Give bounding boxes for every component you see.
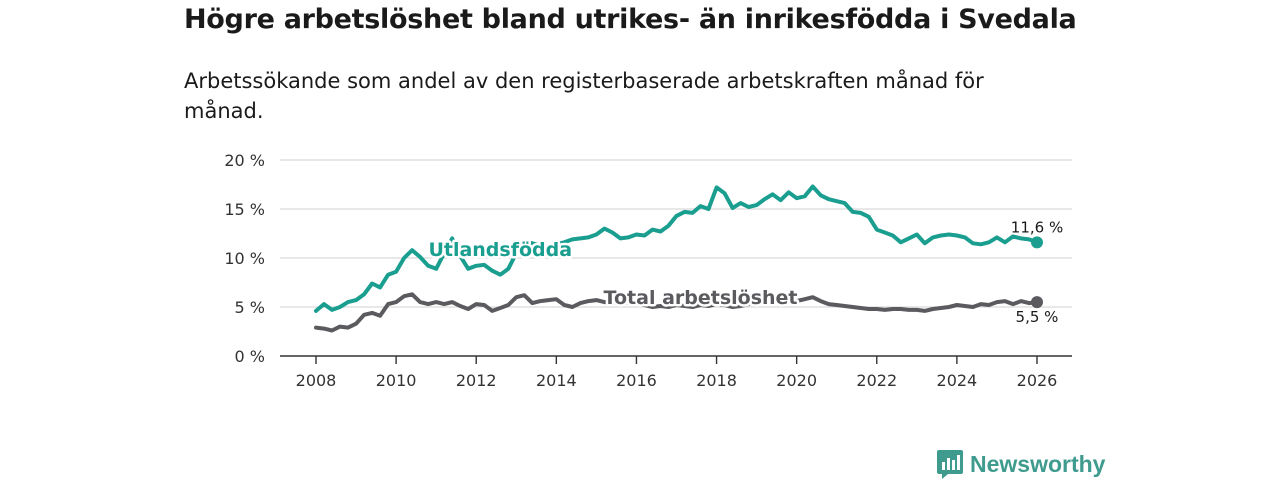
series-end-label-total-arbetsl-shet: 5,5 % (1016, 308, 1059, 326)
x-tick-label: 2024 (937, 371, 978, 390)
x-tick-label: 2016 (616, 371, 657, 390)
series-line-total-arbetsl-shet (314, 292, 1039, 333)
series-labels: Utlandsfödda 11,6 % Total arbetslöshet 5,5 … (426, 216, 1065, 328)
brand-name: Newsworthy (970, 450, 1106, 477)
y-tick-label: 0 % (235, 347, 265, 366)
series-end-label-utlandsf-dda: 11,6 % (1011, 218, 1063, 236)
y-tick-label: 10 % (224, 249, 265, 268)
series-line-utlandsf-dda (314, 184, 1039, 313)
x-axis: 2008 2010 2012 2014 2016 2018 2020 2022 2024 2026 (280, 355, 1072, 390)
x-tick-label: 2020 (776, 371, 817, 390)
chart-title: Högre arbetslöshet bland utrikes- än inr… (184, 4, 1077, 35)
bar-chart-speech-bubble-icon (937, 450, 963, 479)
x-tick-label: 2026 (1017, 371, 1058, 390)
x-tick-label: 2012 (456, 371, 497, 390)
series-label-utlandsf-dda: Utlandsfödda (428, 239, 572, 261)
series-label-total-arbetsl-shet: Total arbetslöshet (604, 287, 798, 309)
x-tick-label: 2014 (536, 371, 577, 390)
y-tick-label: 15 % (224, 200, 265, 219)
x-tick-label: 2022 (856, 371, 897, 390)
x-tick-label: 2010 (376, 371, 417, 390)
y-tick-label: 20 % (224, 151, 265, 170)
series-end-point-total-arbetsl-shet (1031, 296, 1043, 309)
x-tick-label: 2008 (296, 371, 337, 390)
y-axis-ticks: 0 % 5 % 10 % 15 % 20 % (224, 151, 265, 366)
x-tick-label: 2018 (696, 371, 737, 390)
newsworthy-logo: Newsworthy (936, 448, 1105, 480)
series-end-point-utlandsf-dda (1031, 236, 1043, 249)
series-lines (314, 184, 1043, 333)
chart-subtitle: Arbetssökande som andel av den registerb… (184, 69, 984, 123)
y-tick-label: 5 % (235, 298, 265, 317)
